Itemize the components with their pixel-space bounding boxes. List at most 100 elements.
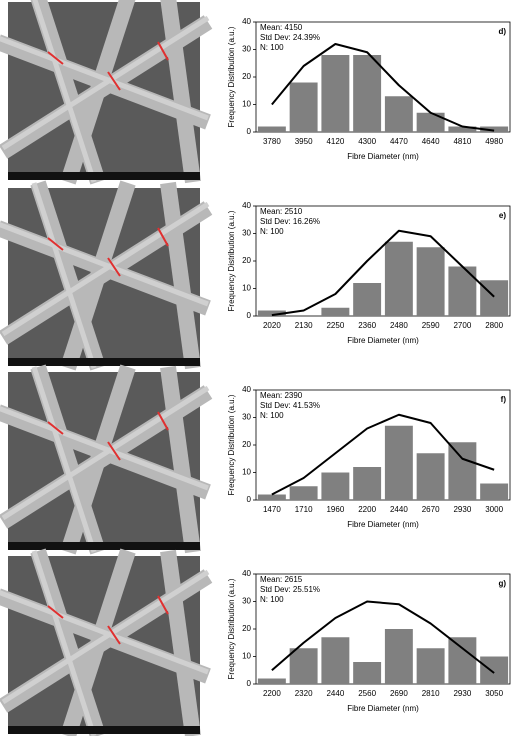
y-tick-label: 30 xyxy=(242,229,251,238)
y-tick-label: 20 xyxy=(242,256,251,265)
x-tick-label: 2200 xyxy=(358,505,376,514)
annotation: Std Dev: 41.53% xyxy=(260,401,320,410)
x-tick-label: 3050 xyxy=(485,689,503,698)
panel-label: d) xyxy=(498,27,506,36)
y-tick-label: 20 xyxy=(242,72,251,81)
y-tick-label: 0 xyxy=(247,311,252,320)
y-tick-label: 40 xyxy=(242,385,251,394)
bar xyxy=(416,648,445,684)
x-tick-label: 3780 xyxy=(263,137,281,146)
y-tick-label: 40 xyxy=(242,569,251,578)
bar xyxy=(384,241,413,316)
x-tick-label: 2020 xyxy=(263,321,281,330)
panel-label: g) xyxy=(498,579,506,588)
bar xyxy=(321,637,350,684)
y-tick-label: 30 xyxy=(242,597,251,606)
x-tick-label: 4120 xyxy=(326,137,344,146)
x-tick-label: 2250 xyxy=(326,321,344,330)
bar xyxy=(384,425,413,500)
bar xyxy=(448,126,477,132)
y-axis-label: Frequency Distribution (a.u.) xyxy=(227,210,236,311)
x-tick-label: 1470 xyxy=(263,505,281,514)
sem-image xyxy=(0,551,208,736)
bar xyxy=(416,112,445,132)
fit-curve xyxy=(271,43,495,132)
y-axis-label: Frequency Distribution (a.u.) xyxy=(227,394,236,495)
annotation: Std Dev: 24.39% xyxy=(260,33,320,42)
annotation: Std Dev: 25.51% xyxy=(260,585,320,594)
x-tick-label: 1710 xyxy=(295,505,313,514)
bar xyxy=(353,55,382,132)
fit-curve xyxy=(271,600,495,674)
bar xyxy=(353,467,382,500)
annotation: N: 100 xyxy=(260,595,284,604)
bar xyxy=(416,453,445,500)
x-tick-label: 2360 xyxy=(358,321,376,330)
sem-image xyxy=(0,183,208,368)
bar xyxy=(480,126,509,132)
x-axis-label: Fibre Diameter (nm) xyxy=(347,336,419,345)
y-tick-label: 10 xyxy=(242,100,251,109)
x-tick-label: 4640 xyxy=(422,137,440,146)
x-tick-label: 2200 xyxy=(263,689,281,698)
y-tick-label: 10 xyxy=(242,284,251,293)
annotation: Mean: 2510 xyxy=(260,207,303,216)
fit-curve xyxy=(271,413,495,496)
x-tick-label: 2560 xyxy=(358,689,376,698)
x-axis-label: Fibre Diameter (nm) xyxy=(347,520,419,529)
x-tick-label: 3950 xyxy=(295,137,313,146)
annotation: Std Dev: 16.26% xyxy=(260,217,320,226)
sem-image xyxy=(0,367,208,552)
bar xyxy=(257,494,286,500)
bar xyxy=(448,637,477,684)
y-tick-label: 10 xyxy=(242,468,251,477)
bar xyxy=(416,247,445,316)
annotation: N: 100 xyxy=(260,43,284,52)
x-tick-label: 3000 xyxy=(485,505,503,514)
x-tick-label: 1960 xyxy=(326,505,344,514)
x-tick-label: 2690 xyxy=(390,689,408,698)
x-tick-label: 2480 xyxy=(390,321,408,330)
sem-image xyxy=(0,0,208,182)
panel-label: f) xyxy=(501,395,507,404)
bar xyxy=(321,307,350,316)
bar xyxy=(257,126,286,132)
bar xyxy=(289,648,318,684)
fit-curve xyxy=(271,229,495,317)
x-tick-label: 4470 xyxy=(390,137,408,146)
x-tick-label: 2320 xyxy=(295,689,313,698)
bar xyxy=(384,96,413,132)
x-tick-label: 2440 xyxy=(390,505,408,514)
y-tick-label: 30 xyxy=(242,413,251,422)
x-axis-label: Fibre Diameter (nm) xyxy=(347,152,419,161)
bar xyxy=(321,55,350,132)
x-tick-label: 2930 xyxy=(453,505,471,514)
x-tick-label: 2930 xyxy=(453,689,471,698)
bar xyxy=(480,483,509,500)
x-tick-label: 4980 xyxy=(485,137,503,146)
bar xyxy=(384,629,413,684)
annotation: N: 100 xyxy=(260,227,284,236)
bar xyxy=(289,486,318,500)
bar xyxy=(448,442,477,500)
bar xyxy=(289,82,318,132)
x-tick-label: 2590 xyxy=(422,321,440,330)
y-tick-label: 30 xyxy=(242,45,251,54)
x-tick-label: 4810 xyxy=(453,137,471,146)
bar xyxy=(257,310,286,316)
y-tick-label: 40 xyxy=(242,17,251,26)
bar xyxy=(480,656,509,684)
x-tick-label: 4300 xyxy=(358,137,376,146)
bar xyxy=(321,472,350,500)
y-tick-label: 0 xyxy=(247,127,252,136)
annotation: Mean: 4150 xyxy=(260,23,303,32)
y-tick-label: 0 xyxy=(247,495,252,504)
y-tick-label: 40 xyxy=(242,201,251,210)
y-tick-label: 10 xyxy=(242,652,251,661)
x-tick-label: 2670 xyxy=(422,505,440,514)
y-axis-label: Frequency Distribution (a.u.) xyxy=(227,26,236,127)
bar xyxy=(353,662,382,684)
x-axis-label: Fibre Diameter (nm) xyxy=(347,704,419,713)
bar xyxy=(448,266,477,316)
